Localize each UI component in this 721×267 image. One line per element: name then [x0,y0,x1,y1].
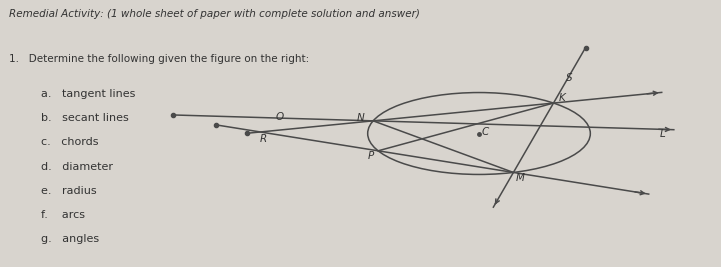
Text: M: M [516,173,525,183]
Text: L: L [660,129,666,139]
Text: b.   secant lines: b. secant lines [41,113,128,123]
Text: e.   radius: e. radius [41,186,97,196]
Text: Remedial Activity: (1 whole sheet of paper with complete solution and answer): Remedial Activity: (1 whole sheet of pap… [9,9,420,19]
Text: R: R [260,134,267,144]
Text: O: O [276,112,284,122]
Text: d.   diameter: d. diameter [41,162,113,171]
Text: g.   angles: g. angles [41,234,99,244]
Text: f.    arcs: f. arcs [41,210,85,220]
Text: K: K [559,93,565,103]
Text: S: S [566,73,572,83]
Text: a.   tangent lines: a. tangent lines [41,89,136,99]
Text: C: C [481,127,488,137]
Text: P: P [368,151,374,161]
Text: 1.   Determine the following given the figure on the right:: 1. Determine the following given the fig… [9,54,309,64]
Text: c.   chords: c. chords [41,137,98,147]
Text: N: N [356,113,364,123]
